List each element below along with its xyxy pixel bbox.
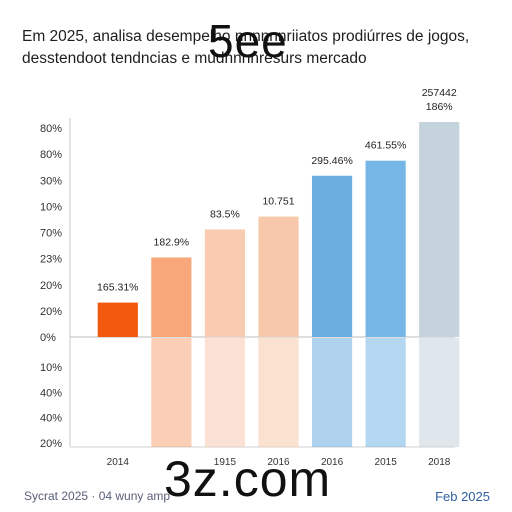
y-tick-label: 10% — [40, 201, 62, 213]
bar — [419, 122, 460, 337]
bar-value-label: 10.751 — [262, 196, 294, 208]
y-tick-label: 80% — [40, 123, 62, 135]
chart-title-line-2: desstendoot tendncias e mudhnnnresurs me… — [22, 50, 367, 67]
y-tick-label: 40% — [40, 413, 62, 425]
y-tick-label: 23% — [40, 254, 62, 266]
x-tick-label: 2015 — [375, 457, 398, 468]
x-tick-label: 2014 — [107, 457, 130, 468]
overlay-text-top: 5ee — [208, 15, 288, 67]
bar — [311, 175, 353, 337]
bar-shadow — [311, 338, 353, 447]
bar — [365, 160, 406, 337]
x-tick-label: 2016 — [321, 457, 344, 468]
bar — [151, 257, 192, 337]
y-tick-label: 20% — [40, 306, 62, 318]
chart-title-line-1: Em 2025, analisa desempelho nnnnnnriiato… — [22, 28, 470, 45]
bar-shadow — [151, 338, 192, 447]
y-tick-label: 10% — [40, 362, 62, 374]
bar-value-label: 461.55% — [365, 140, 406, 152]
bar — [97, 302, 138, 337]
footer-date: Feb 2025 — [435, 489, 490, 504]
y-tick-label: 20% — [40, 438, 62, 450]
footer-source: Sycrat 2025 · 04 wuny amp — [24, 489, 171, 503]
x-tick-label: 2018 — [428, 457, 451, 468]
bar-value-label: 295.46% — [311, 155, 352, 167]
bar — [258, 216, 299, 337]
bar-shadow — [365, 338, 406, 447]
bar-value-label: 186% — [426, 101, 453, 113]
x-tick-label: 2016 — [267, 457, 290, 468]
bar-value-label: 165.31% — [97, 282, 138, 294]
bar — [204, 229, 246, 337]
y-tick-label: 40% — [40, 387, 62, 399]
overlay-text-bottom: 3z.com — [164, 451, 332, 507]
y-tick-label: 0% — [40, 332, 56, 344]
y-tick-label: 20% — [40, 280, 62, 292]
bar-shadow — [419, 338, 460, 447]
bar-value-label: 182.9% — [154, 236, 190, 248]
bar-shadow — [258, 338, 299, 447]
bar-value-label: 83.5% — [210, 209, 240, 221]
x-tick-label: 1915 — [214, 457, 237, 468]
chart-title: Em 2025, analisa desempelho nnnnnnriiato… — [22, 26, 492, 70]
y-tick-label: 70% — [40, 228, 62, 240]
y-tick-label: 80% — [40, 149, 62, 161]
y-tick-label: 30% — [40, 175, 62, 187]
bar-shadow — [204, 338, 246, 447]
bar-value-label: 257442 — [422, 87, 457, 99]
